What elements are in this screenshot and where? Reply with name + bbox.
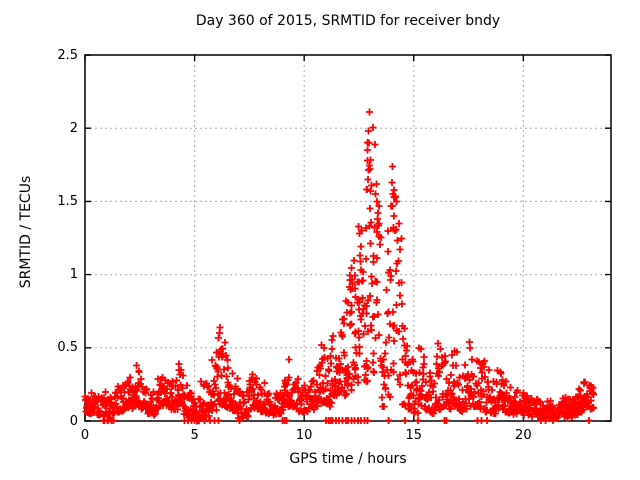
x-tick-label-0: 0 [80, 428, 90, 443]
y-tick-label-1: 1 [69, 267, 78, 283]
y-tick-label-2: 2 [69, 120, 78, 136]
x-tick-label-15: 15 [405, 428, 423, 443]
x-tick-label-20: 20 [515, 428, 532, 443]
y-tick-label-2.5: 2.5 [57, 47, 78, 63]
y-tick-label-0.5: 0.5 [57, 340, 78, 356]
scatter-points [81, 108, 597, 425]
x-tick-label-5: 5 [190, 428, 199, 443]
x-axis-label: GPS time / hours [289, 451, 407, 467]
chart-title: Day 360 of 2015, SRMTID for receiver bnd… [195, 13, 501, 29]
y-tick-label-1.5: 1.5 [57, 193, 78, 209]
y-tick-label-0: 0 [69, 413, 78, 429]
x-tick-label-10: 10 [295, 428, 313, 443]
